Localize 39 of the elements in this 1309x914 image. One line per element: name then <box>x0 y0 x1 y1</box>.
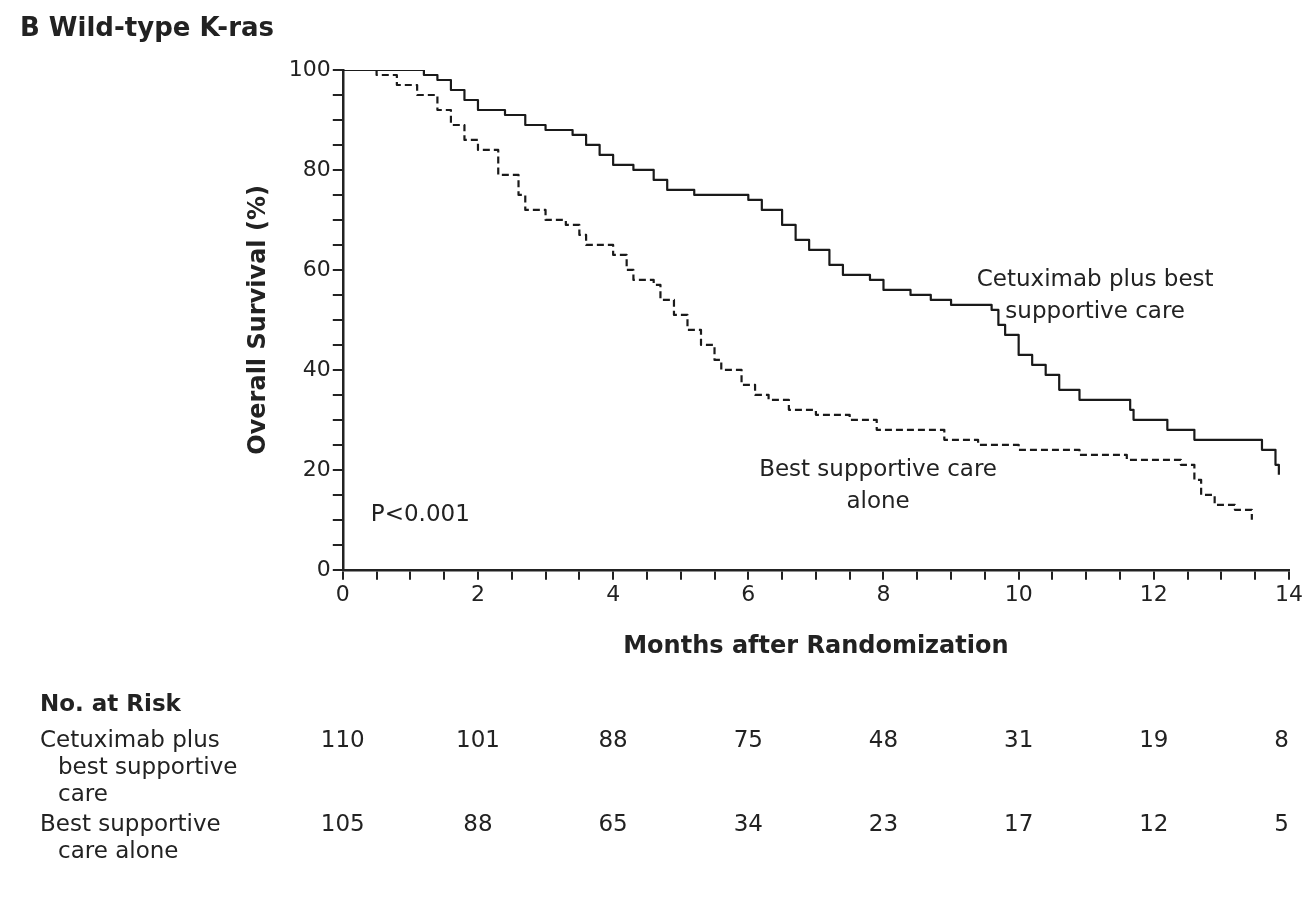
y-axis-title: Overall Survival (%) <box>242 185 271 455</box>
text: 17 <box>1004 810 1034 836</box>
series-label: Best supportive care alone <box>759 454 997 513</box>
text: 12 <box>1139 810 1169 836</box>
text: 48 <box>868 726 899 752</box>
x-axis-title: Months after Randomization <box>623 630 1009 659</box>
text: 5 <box>1274 810 1289 836</box>
text: 65 <box>598 810 628 836</box>
y-tick-label: 40 <box>302 355 331 381</box>
x-tick-label: 2 <box>470 580 485 606</box>
x-tick-label: 14 <box>1275 580 1303 606</box>
y-tick-label: 100 <box>288 55 331 81</box>
text: Best supportive care alone <box>40 810 221 863</box>
text: 101 <box>456 726 500 752</box>
text: No. at Risk <box>40 690 181 716</box>
y-tick-label: 0 <box>316 555 331 581</box>
x-tick-label: 0 <box>335 580 350 606</box>
text: 8 <box>1274 726 1289 752</box>
x-tick-label: 8 <box>876 580 891 606</box>
text: 88 <box>598 726 628 752</box>
y-tick-label: 80 <box>302 155 331 181</box>
text: 75 <box>733 726 763 752</box>
x-tick-label: 10 <box>1004 580 1033 606</box>
text: 110 <box>320 726 365 752</box>
x-tick-label: 12 <box>1139 580 1168 606</box>
annotation: P<0.001 <box>370 499 470 526</box>
text: 34 <box>733 810 763 836</box>
y-tick-label: 60 <box>302 255 331 281</box>
text: Cetuximab plus best supportive care <box>40 726 238 806</box>
x-tick-label: 6 <box>741 580 756 606</box>
text: 31 <box>1004 726 1034 752</box>
text: 19 <box>1139 726 1169 752</box>
series-label: Cetuximab plus best supportive care <box>976 264 1214 323</box>
chart-title: B Wild-type K-ras <box>20 12 274 42</box>
text: 23 <box>868 810 899 836</box>
text: 105 <box>320 810 365 836</box>
text: 88 <box>463 810 493 836</box>
y-tick-label: 20 <box>302 455 331 481</box>
x-tick-label: 4 <box>606 580 621 606</box>
